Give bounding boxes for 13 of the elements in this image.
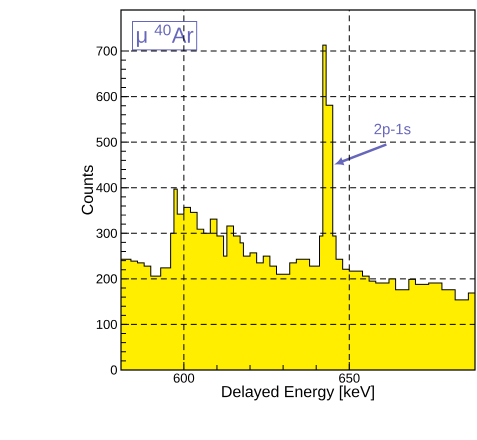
text: μ $^{40}$Ar (136, 24, 194, 47)
y-tick-label: 600 (96, 92, 117, 102)
y-axis-title: Counts (82, 165, 94, 214)
y-tick-label: 300 (96, 228, 117, 238)
y-tick-label: 500 (96, 138, 117, 147)
y-tick-label: 0 (110, 365, 117, 375)
y-tick-label: 700 (96, 46, 117, 56)
annotation: 2p-1s (374, 124, 411, 138)
y-tick-label: 200 (96, 274, 117, 284)
y-tick-label: 400 (96, 183, 117, 192)
x-tick-label: 650 (339, 374, 360, 383)
x-axis-title: Delayed Energy [keV] (222, 386, 374, 400)
y-tick-label: 100 (96, 320, 117, 330)
